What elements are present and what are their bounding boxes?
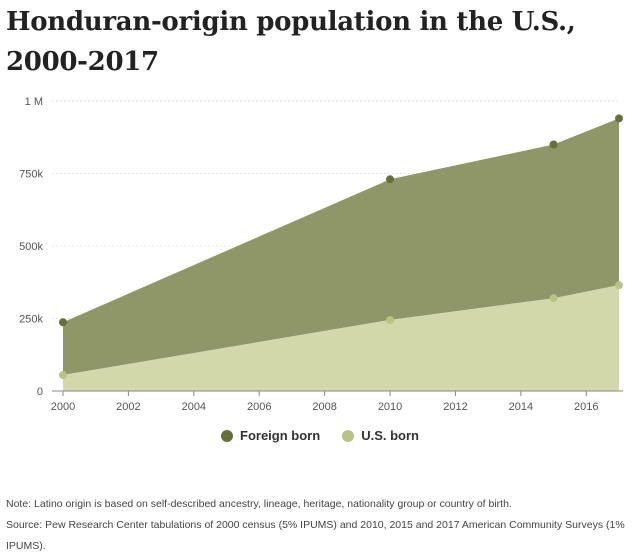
x-tick-label: 2016	[574, 401, 598, 413]
y-tick-label: 0	[37, 386, 43, 398]
y-tick-label: 1 M	[25, 96, 43, 108]
chart-markers	[59, 114, 623, 380]
legend-label-foreign-born: Foreign born	[240, 428, 321, 443]
x-tick-label: 2012	[443, 401, 467, 413]
y-tick-label: 500k	[19, 241, 43, 253]
area-us-born	[63, 285, 619, 391]
point-foreign-born	[386, 175, 395, 184]
y-tick-label: 750k	[19, 169, 43, 181]
chart-areas	[63, 118, 619, 391]
point-foreign-born	[549, 140, 558, 149]
x-tick-label: 2000	[51, 401, 75, 413]
point-foreign-born	[615, 114, 623, 123]
legend-swatch-foreign-born	[221, 429, 234, 442]
point-us-born	[59, 371, 67, 380]
point-us-born	[615, 281, 623, 290]
legend-item-foreign-born[interactable]: Foreign born	[221, 428, 320, 443]
chart-title: Honduran-origin population in the U.S., …	[6, 7, 576, 77]
x-tick-label: 2004	[182, 401, 206, 413]
x-tick-label: 2008	[312, 401, 336, 413]
source-text: Source: Pew Research Center tabulations …	[6, 519, 625, 552]
point-us-born	[386, 315, 395, 324]
legend-item-us-born[interactable]: U.S. born	[342, 428, 419, 443]
x-tick-label: 2006	[247, 401, 271, 413]
point-us-born	[549, 294, 558, 303]
legend-label-us-born: U.S. born	[361, 428, 419, 443]
x-tick-label: 2002	[116, 401, 140, 413]
y-axis: 0 250k 500k 750k 1 M	[19, 96, 43, 398]
x-tick-label: 2014	[509, 401, 533, 413]
x-axis: 2000 2002 2004 2006 2008 2010 2012 2014 2016	[51, 390, 623, 413]
y-tick-label: 250k	[19, 314, 43, 326]
point-foreign-born	[59, 318, 67, 327]
chart-notes: Note: Latino origin is based on self-des…	[6, 494, 636, 557]
area-foreign-born	[63, 118, 619, 376]
area-chart: 0 250k 500k 750k 1 M 2000 2002 2004 2006 2008 201…	[19, 96, 623, 413]
note-text: Note: Latino origin is based on self-des…	[6, 498, 512, 510]
legend: Foreign born U.S. born	[0, 428, 640, 443]
x-tick-label: 2010	[378, 401, 402, 413]
legend-swatch-us-born	[342, 429, 355, 442]
